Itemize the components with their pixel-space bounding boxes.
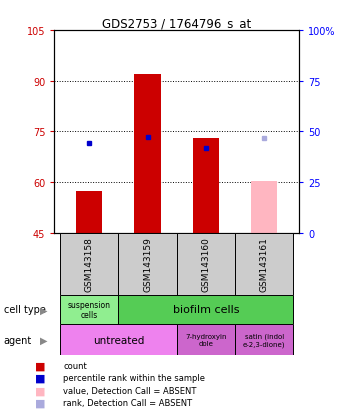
Bar	[60, 295, 118, 324]
Text: ■: ■	[35, 373, 46, 383]
Text: ▶: ▶	[40, 335, 48, 345]
Bar	[76, 191, 102, 233]
Bar	[251, 181, 277, 233]
Text: percentile rank within the sample: percentile rank within the sample	[63, 373, 205, 382]
Bar	[235, 324, 293, 355]
Bar	[134, 75, 161, 233]
Text: GSM143159: GSM143159	[143, 237, 152, 292]
Text: cell type: cell type	[4, 305, 46, 315]
Text: ▶: ▶	[40, 305, 48, 315]
Text: count: count	[63, 361, 87, 370]
Text: ■: ■	[35, 398, 46, 408]
Bar	[118, 233, 177, 295]
Bar	[60, 324, 177, 355]
Text: satin (indol
e-2,3-dione): satin (indol e-2,3-dione)	[243, 333, 286, 347]
Text: value, Detection Call = ABSENT: value, Detection Call = ABSENT	[63, 386, 196, 395]
Bar	[235, 233, 293, 295]
Bar	[193, 139, 219, 233]
Text: ■: ■	[35, 361, 46, 370]
Text: suspension
cells: suspension cells	[68, 300, 111, 319]
Title: GDS2753 / 1764796_s_at: GDS2753 / 1764796_s_at	[102, 17, 251, 30]
Bar	[177, 324, 235, 355]
Text: GSM143158: GSM143158	[85, 237, 94, 292]
Bar	[118, 295, 293, 324]
Text: rank, Detection Call = ABSENT: rank, Detection Call = ABSENT	[63, 398, 192, 407]
Bar	[177, 233, 235, 295]
Text: untreated: untreated	[93, 335, 144, 345]
Text: 7-hydroxyin
dole: 7-hydroxyin dole	[185, 333, 227, 346]
Text: GSM143160: GSM143160	[201, 237, 210, 292]
Text: GSM143161: GSM143161	[260, 237, 269, 292]
Text: biofilm cells: biofilm cells	[173, 305, 239, 315]
Bar	[60, 233, 118, 295]
Text: ■: ■	[35, 385, 46, 395]
Text: agent: agent	[4, 335, 32, 345]
